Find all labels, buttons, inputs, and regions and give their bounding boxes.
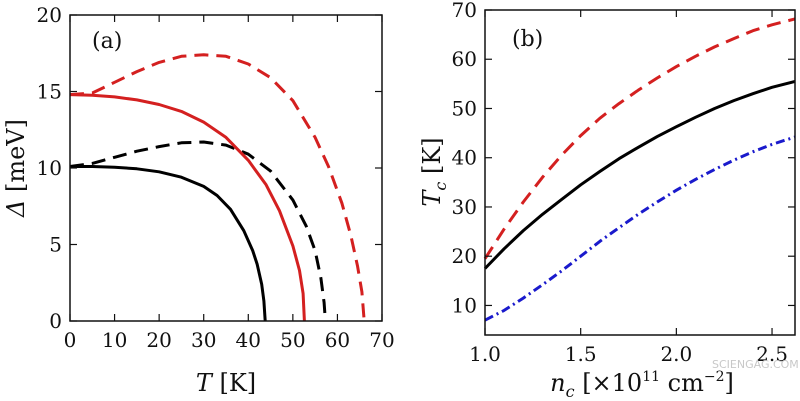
panel-a-xtick-label: 20 <box>146 328 171 352</box>
panel-a-ytick-label: 10 <box>37 156 62 180</box>
panel-b-frame <box>484 9 796 336</box>
panel-a-xtick-label: 70 <box>369 328 394 352</box>
panel-b-ylabel: Tc [K] <box>418 137 450 206</box>
panel-a-ylabel: Δ [meV] <box>2 119 30 218</box>
panel-a-frame <box>69 14 383 322</box>
panel-a-label: (a) <box>92 29 122 54</box>
panel-a-xtick-label: 50 <box>280 328 305 352</box>
panel-a-xtick-label: 60 <box>325 328 350 352</box>
panel-b-ytick-label: 10 <box>452 293 477 317</box>
panel-b-series-2-line <box>483 79 796 270</box>
panel-b-series <box>483 17 796 322</box>
panel-a-ytick-label: 0 <box>49 309 62 333</box>
panel-a: 0 10 20 30 40 50 60 70 0 5 10 15 20 (a) T [K] Δ [meV… <box>2 3 395 397</box>
watermark: SCIENGAG.COM <box>712 358 799 371</box>
panel-a-xtick-label: 10 <box>102 328 127 352</box>
panel-b-ytick-label: 40 <box>452 146 477 170</box>
panel-b-ytick-label: 70 <box>452 0 477 22</box>
panel-a-xtick-label: 40 <box>236 328 261 352</box>
panel-a-xtick-label: 30 <box>191 328 216 352</box>
panel-b-series-3-line <box>484 135 796 322</box>
panel-b-xtick-label: 2.0 <box>660 342 692 366</box>
panel-b-ytick-label: 30 <box>452 195 477 219</box>
panel-a-xlabel: T [K] <box>196 369 256 397</box>
panel-a-ytick-label: 5 <box>49 233 62 257</box>
panel-b-series-1-line <box>483 17 796 260</box>
panel-a-ytick-label: 15 <box>37 80 62 104</box>
panel-b-xtick-label: 2.5 <box>756 342 788 366</box>
panel-a-series-3-line <box>69 93 306 322</box>
panel-a-series <box>69 53 366 322</box>
panel-b-ytick-label: 50 <box>452 96 477 120</box>
panel-b-ticks: 1.0 1.5 2.0 2.5 10 20 30 40 50 60 70 <box>452 0 795 366</box>
panel-b-xtick-label: 1.5 <box>565 342 597 366</box>
panel-a-series-4-line <box>69 53 366 322</box>
panel-b-label: (b) <box>512 27 543 52</box>
panel-a-xtick-label: 0 <box>64 328 77 352</box>
panel-b-ytick-label: 60 <box>452 47 477 71</box>
panel-a-ticks: 0 10 20 30 40 50 60 70 0 5 10 15 20 <box>37 3 395 352</box>
panel-b-xtick-label: 1.0 <box>469 342 501 366</box>
panel-b-ytick-label: 20 <box>452 244 477 268</box>
panel-b: 1.0 1.5 2.0 2.5 10 20 30 40 50 60 70 (b) nc [×1011… <box>418 0 796 401</box>
panel-a-series-1-line <box>70 165 267 322</box>
panel-a-series-2-line <box>69 140 327 322</box>
panel-b-xlabel: nc [×1011 cm−2] <box>550 369 734 401</box>
panel-a-ytick-label: 20 <box>37 3 62 27</box>
